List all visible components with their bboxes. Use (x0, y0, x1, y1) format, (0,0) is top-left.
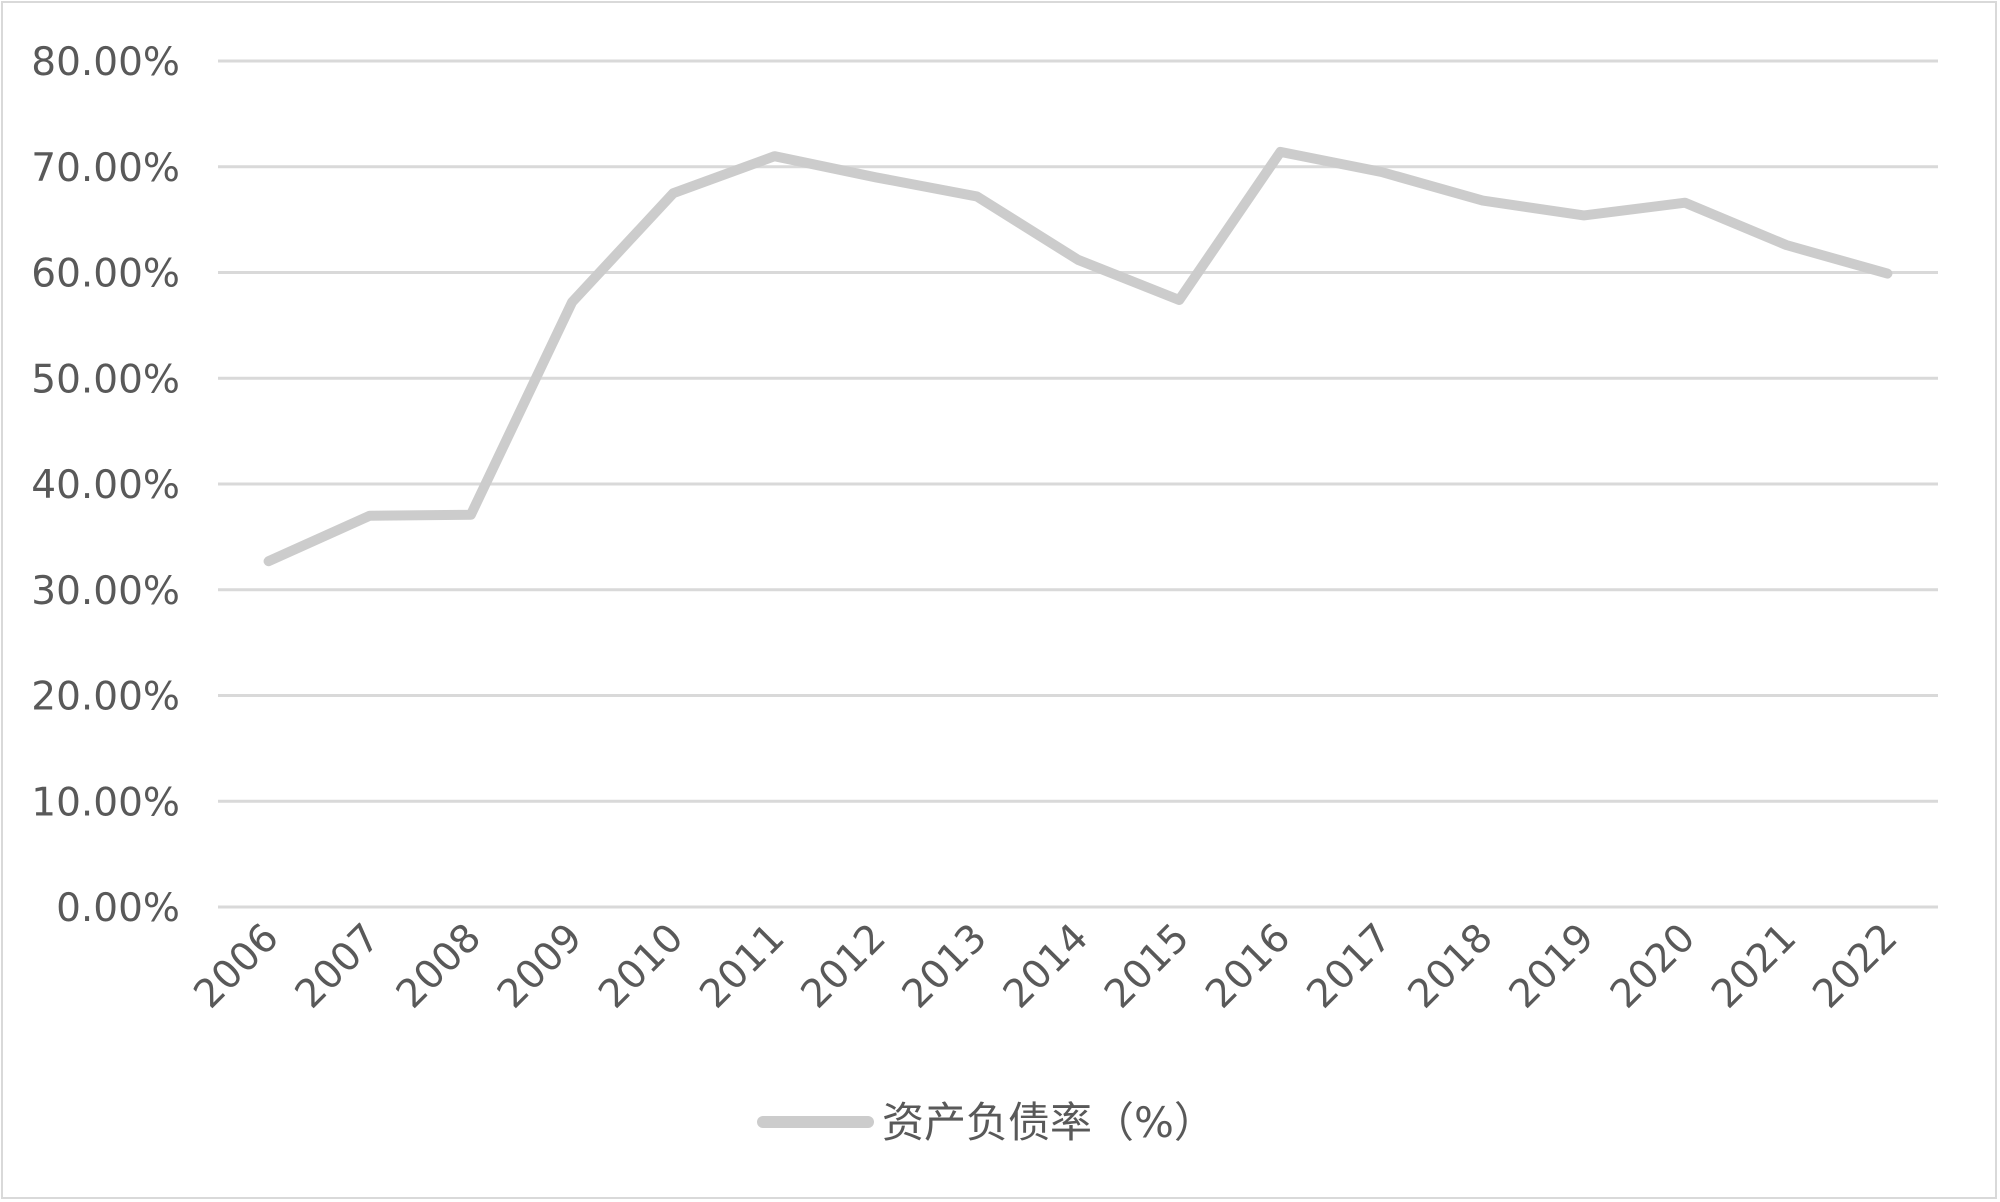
y-tick-label: 0.00% (56, 886, 180, 931)
data-point (1279, 150, 1282, 153)
x-tick-label: 2018 (1400, 915, 1502, 1017)
data-point (1077, 258, 1079, 261)
data-point (1481, 199, 1484, 202)
data-point (368, 514, 371, 517)
data-point (267, 560, 270, 563)
x-tick-label: 2021 (1703, 915, 1805, 1017)
y-tick-label: 10.00% (31, 780, 180, 825)
legend-label: 资产负债率（%） (882, 1098, 1216, 1147)
x-tick-label: 2020 (1602, 915, 1704, 1017)
x-tick-label: 2011 (692, 915, 794, 1017)
data-point (874, 176, 877, 179)
x-tick-label: 2017 (1299, 915, 1401, 1017)
series-layer (263, 146, 1893, 567)
data-point (975, 195, 978, 198)
data-point (1886, 272, 1889, 275)
y-tick-label: 80.00% (31, 40, 180, 85)
x-tick-label: 2019 (1501, 915, 1603, 1017)
y-tick-label: 70.00% (31, 146, 180, 191)
x-tick-label: 2010 (590, 915, 692, 1017)
x-tick-label: 2006 (186, 915, 288, 1017)
data-point (1785, 244, 1788, 247)
data-point (469, 513, 472, 516)
data-point (672, 192, 675, 195)
y-tick-label: 20.00% (31, 675, 180, 720)
data-point (1380, 171, 1383, 174)
y-tick-label: 30.00% (31, 569, 180, 614)
gridlines (218, 59, 1938, 909)
y-tick-label: 40.00% (31, 463, 180, 508)
data-point (1178, 298, 1181, 301)
x-tick-label: 2022 (1804, 915, 1906, 1017)
y-tick-label: 60.00% (31, 252, 180, 297)
x-tick-label: 2007 (287, 915, 389, 1017)
x-tick-label: 2009 (489, 915, 591, 1017)
x-tick-label: 2013 (894, 915, 996, 1017)
data-point (1684, 201, 1687, 204)
x-tick-label: 2008 (388, 915, 490, 1017)
y-tick-label: 50.00% (31, 357, 180, 402)
x-tick-label: 2016 (1197, 915, 1299, 1017)
x-tick-label: 2012 (793, 915, 895, 1017)
x-axis-labels: 2006 2007 2008 2009 2010 2011 2012 2013 2014 2015… (186, 915, 1907, 1017)
legend: 资产负债率（%） (757, 1098, 1216, 1147)
data-point (773, 155, 776, 158)
x-tick-label: 2014 (995, 915, 1097, 1017)
series-line (263, 146, 1893, 567)
data-point (1582, 214, 1585, 217)
x-tick-label: 2015 (1096, 915, 1198, 1017)
y-axis-labels: 0.00% 10.00% 20.00% 30.00% 40.00% 50.00% 60.00… (31, 40, 180, 931)
data-point (571, 301, 574, 304)
